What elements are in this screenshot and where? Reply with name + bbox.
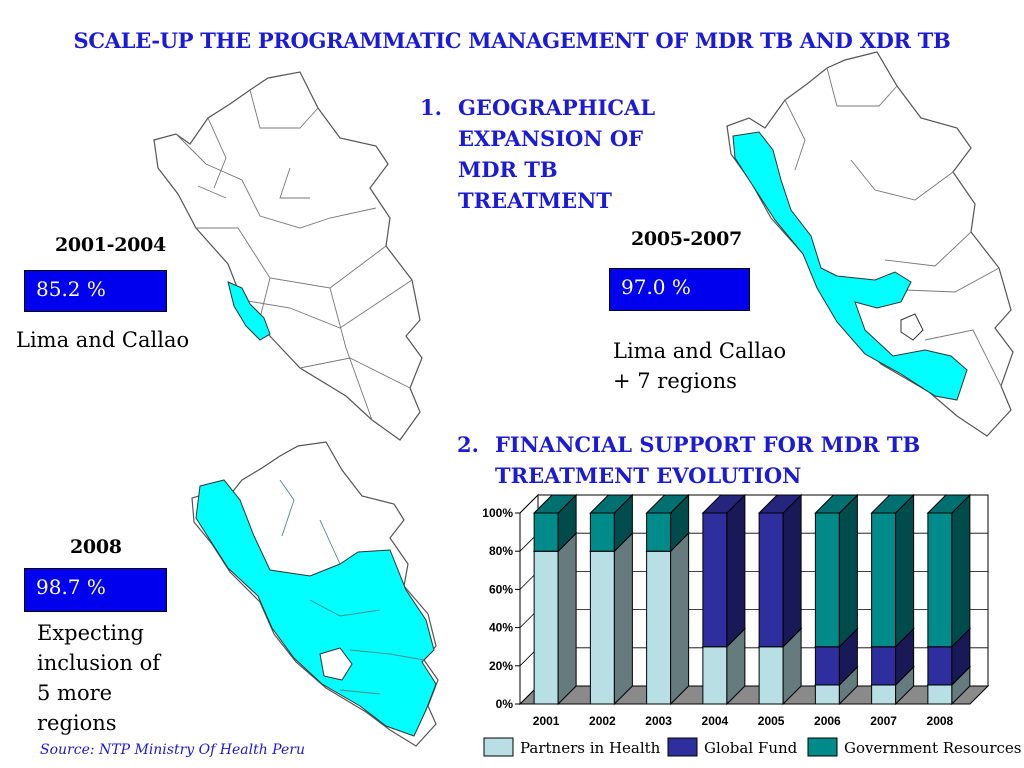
treated-regions bbox=[732, 131, 968, 401]
y-tick-label: 60% bbox=[489, 582, 513, 596]
legend-label: Partners in Health bbox=[520, 739, 661, 757]
x-tick-label: 2006 bbox=[814, 714, 841, 728]
section-2-number: 2. bbox=[457, 432, 479, 457]
source-note: Source: NTP Ministry Of Health Peru bbox=[40, 742, 305, 758]
coverage-box: 85.2 % bbox=[24, 270, 167, 312]
period-label: 2005-2007 bbox=[631, 228, 742, 250]
bar-segment-top bbox=[532, 494, 578, 514]
coverage-box: 98.7 % bbox=[24, 568, 167, 612]
bar-segment-top bbox=[926, 494, 972, 514]
x-tick-label: 2007 bbox=[870, 714, 897, 728]
bar-segment bbox=[646, 550, 672, 705]
section-1-line: TREATMENT bbox=[458, 188, 612, 213]
legend-label: Government Resources bbox=[844, 739, 1021, 757]
coverage-box: 97.0 % bbox=[609, 268, 750, 311]
bar-segment bbox=[927, 684, 953, 705]
x-tick-label: 2001 bbox=[533, 714, 560, 728]
x-tick-label: 2004 bbox=[702, 714, 729, 728]
y-tick-label: 0% bbox=[496, 697, 514, 711]
bar-segment-side bbox=[838, 493, 858, 648]
bar-segment-top bbox=[701, 494, 747, 514]
bar-segment bbox=[646, 512, 672, 552]
bar-segment-side bbox=[613, 531, 633, 706]
bar-segment bbox=[702, 512, 728, 648]
caption-line: + 7 regions bbox=[613, 369, 737, 393]
bar-segment bbox=[814, 684, 840, 705]
map-caption: Lima and Callao + 7 regions bbox=[613, 336, 786, 396]
bar-segment bbox=[758, 646, 784, 705]
section-1-line: MDR TB bbox=[458, 157, 558, 182]
map-caption: Lima and Callao bbox=[16, 325, 189, 355]
section-1-line: EXPANSION OF bbox=[458, 126, 644, 151]
caption-line: inclusion of bbox=[37, 651, 160, 675]
section-1-line: GEOGRAPHICAL bbox=[458, 95, 656, 120]
caption-line: Lima and Callao bbox=[613, 339, 787, 363]
bar-segment bbox=[814, 512, 840, 648]
x-tick-label: 2003 bbox=[645, 714, 672, 728]
legend-swatch bbox=[667, 737, 698, 757]
bar-segment-top bbox=[589, 494, 634, 514]
peru-map-2005-2007 bbox=[726, 51, 1014, 437]
map-caption: Expecting inclusion of 5 more regions bbox=[37, 618, 160, 738]
y-tick-label: 80% bbox=[489, 544, 513, 558]
legend-label: Global Fund bbox=[704, 739, 798, 757]
bar-segment-side bbox=[726, 493, 746, 648]
bar-segment-side bbox=[782, 493, 802, 648]
peru-map-2008 bbox=[191, 441, 439, 747]
caption-line: 5 more bbox=[37, 681, 113, 705]
period-label: 2008 bbox=[70, 536, 122, 558]
bar-segment bbox=[814, 646, 840, 686]
x-tick-label: 2005 bbox=[758, 714, 785, 728]
y-tick-label: 40% bbox=[489, 621, 513, 635]
bar-segment-top bbox=[814, 494, 859, 514]
bar-segment-side bbox=[951, 493, 971, 648]
bar-segment bbox=[533, 512, 559, 552]
bar-segment-side bbox=[670, 531, 690, 706]
bar-segment bbox=[927, 646, 953, 686]
bar-segment bbox=[871, 646, 897, 686]
legend-swatch bbox=[807, 737, 838, 757]
section-1-heading: 1. GEOGRAPHICAL EXPANSION OF MDR TB TREA… bbox=[420, 92, 680, 216]
treated-regions bbox=[195, 479, 437, 737]
bar-segment-top bbox=[757, 494, 803, 514]
y-tick-label: 100% bbox=[482, 506, 513, 520]
bar-segment-top bbox=[645, 494, 690, 514]
bar-segment-side bbox=[895, 493, 915, 648]
peru-map-2001-2004 bbox=[153, 71, 423, 441]
legend-swatch bbox=[483, 737, 514, 757]
section-1-number: 1. bbox=[420, 95, 442, 120]
bar-segment bbox=[871, 512, 897, 648]
bar-segment bbox=[533, 550, 559, 705]
section-2-line: FINANCIAL SUPPORT FOR MDR TB bbox=[495, 432, 921, 457]
y-tick-label: 20% bbox=[489, 659, 513, 673]
bar-segment bbox=[702, 646, 728, 705]
x-tick-label: 2008 bbox=[927, 714, 954, 728]
bar-segment bbox=[927, 512, 953, 648]
page-title: SCALE-UP THE PROGRAMMATIC MANAGEMENT OF … bbox=[73, 28, 951, 53]
period-label: 2001-2004 bbox=[55, 234, 166, 256]
financial-support-chart: 0% 20% 40% 60% 80% 100% 2001 2002 2003 2004 2005 2… bbox=[482, 493, 1021, 757]
bar-segment bbox=[871, 684, 897, 705]
caption-line: Expecting bbox=[37, 621, 144, 645]
x-tick-label: 2002 bbox=[589, 714, 616, 728]
caption-line: Lima and Callao bbox=[16, 328, 190, 352]
section-2-heading: 2. FINANCIAL SUPPORT FOR MDR TB TREATMEN… bbox=[457, 429, 977, 491]
bar-segment bbox=[589, 512, 615, 552]
bar-segment-top bbox=[870, 494, 915, 514]
caption-line: regions bbox=[37, 711, 117, 735]
bar-segment bbox=[589, 550, 615, 705]
bar-segment bbox=[758, 512, 784, 648]
section-2-line: TREATMENT EVOLUTION bbox=[495, 463, 802, 488]
bar-segment-side bbox=[557, 531, 577, 706]
lima-callao-region bbox=[227, 281, 271, 341]
